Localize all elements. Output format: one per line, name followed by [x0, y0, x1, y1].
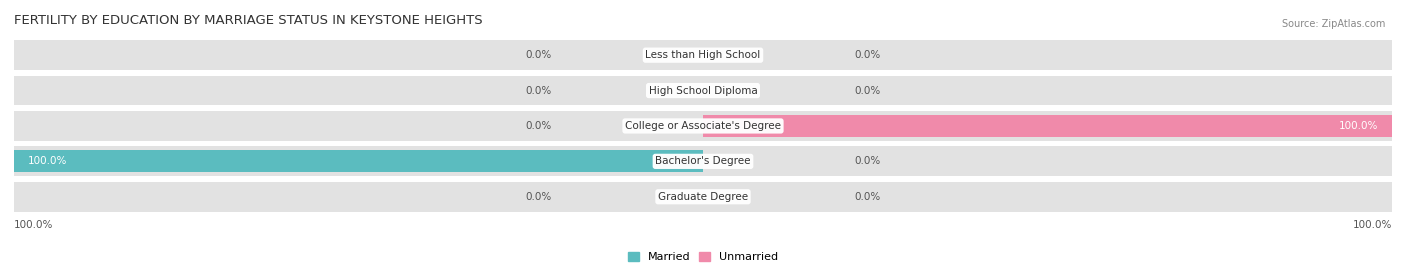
Text: 100.0%: 100.0% — [14, 220, 53, 230]
Text: Bachelor's Degree: Bachelor's Degree — [655, 156, 751, 166]
Text: FERTILITY BY EDUCATION BY MARRIAGE STATUS IN KEYSTONE HEIGHTS: FERTILITY BY EDUCATION BY MARRIAGE STATU… — [14, 14, 482, 27]
Bar — [14, 76, 1392, 105]
Text: 100.0%: 100.0% — [1339, 121, 1378, 131]
Text: 0.0%: 0.0% — [855, 192, 880, 202]
Text: 100.0%: 100.0% — [28, 156, 67, 166]
Text: 0.0%: 0.0% — [855, 156, 880, 166]
Text: Source: ZipAtlas.com: Source: ZipAtlas.com — [1281, 19, 1385, 29]
Text: 0.0%: 0.0% — [526, 121, 551, 131]
Bar — [14, 147, 1392, 176]
Text: 0.0%: 0.0% — [526, 192, 551, 202]
Text: Graduate Degree: Graduate Degree — [658, 192, 748, 202]
Text: College or Associate's Degree: College or Associate's Degree — [626, 121, 780, 131]
Text: 0.0%: 0.0% — [526, 50, 551, 60]
Text: 0.0%: 0.0% — [855, 50, 880, 60]
Bar — [703, 115, 1392, 137]
Text: High School Diploma: High School Diploma — [648, 85, 758, 96]
Bar — [14, 182, 1392, 212]
Text: 100.0%: 100.0% — [1353, 220, 1392, 230]
Text: 0.0%: 0.0% — [855, 85, 880, 96]
Text: 0.0%: 0.0% — [526, 85, 551, 96]
Text: Less than High School: Less than High School — [645, 50, 761, 60]
Bar — [14, 111, 1392, 141]
Legend: Married, Unmarried: Married, Unmarried — [623, 247, 783, 267]
Bar — [14, 150, 703, 172]
Bar — [14, 40, 1392, 70]
